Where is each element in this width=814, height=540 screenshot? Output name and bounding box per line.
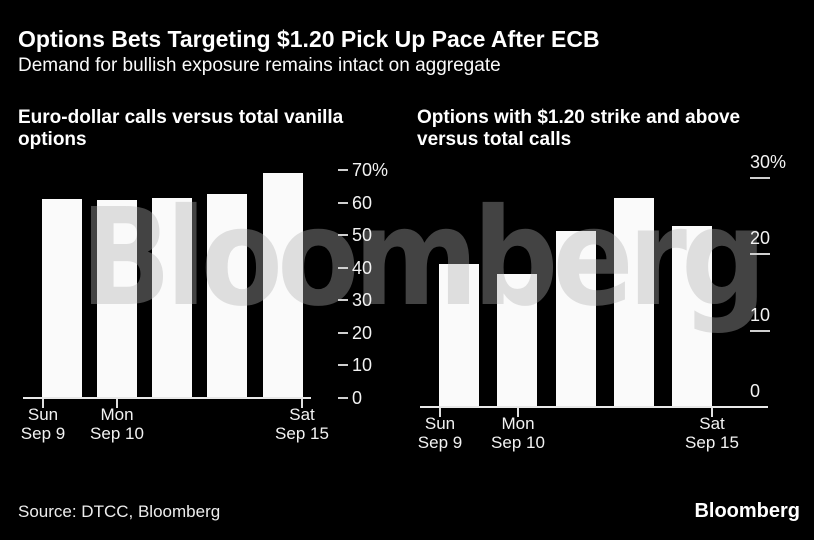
bar	[671, 226, 712, 407]
left-chart-title: Euro-dollar calls versus total vanilla o…	[18, 107, 344, 150]
x-tick-day: Mon	[100, 405, 134, 424]
x-tick-day: Sat	[289, 405, 315, 424]
y-tick-dash	[338, 299, 348, 301]
x-tick-date: Sep 10	[90, 424, 144, 443]
x-tick-label: Sat Sep 15	[254, 405, 350, 443]
y-tick-dash	[338, 201, 348, 204]
x-tick	[439, 408, 441, 417]
y-tick-label: 40	[352, 257, 373, 278]
page-title: Options Bets Targeting $1.20 Pick Up Pac…	[18, 26, 600, 52]
y-tick-label: 20	[352, 322, 373, 343]
y-tick-label: 60	[352, 192, 373, 213]
x-tick	[517, 408, 519, 417]
x-tick	[42, 398, 44, 408]
bar	[555, 231, 596, 407]
y-tick-dash	[338, 331, 348, 334]
bloomberg-watermark: Bloomberg	[80, 180, 767, 337]
right-chart-title: Options with $1.20 strike and above vers…	[417, 107, 741, 150]
x-tick	[301, 398, 303, 408]
bar	[152, 197, 193, 398]
y-tick-dash	[338, 234, 348, 236]
x-tick	[116, 398, 118, 408]
x-tick-label: Sat Sep 15	[664, 414, 760, 452]
x-tick	[711, 408, 713, 417]
x-tick-day: Sun	[27, 405, 59, 424]
x-tick-date: Sep 9	[417, 433, 463, 452]
bar	[613, 197, 654, 407]
y-tick-dash	[338, 266, 348, 269]
bar	[262, 173, 303, 398]
x-tick-label: Mon Sep 10	[470, 414, 566, 452]
x-tick-day: Mon	[501, 414, 535, 433]
y-tick-dash	[750, 253, 770, 256]
y-tick-label: 50	[352, 225, 373, 245]
bar	[41, 199, 82, 398]
x-tick-label: Mon Sep 10	[69, 405, 165, 443]
page-subtitle: Demand for bullish exposure remains inta…	[18, 55, 501, 76]
x-tick-label: Sun Sep 9	[392, 414, 488, 452]
x-tick-date: Sep 15	[685, 433, 739, 452]
y-tick-dash	[338, 396, 348, 399]
bar	[439, 264, 480, 407]
bar	[96, 199, 137, 398]
x-tick-day: Sun	[424, 414, 456, 433]
y-tick-label: 0	[352, 387, 363, 408]
x-axis-line	[420, 406, 768, 408]
x-tick-label: Sun Sep 9	[0, 405, 91, 443]
y-tick-dash	[750, 177, 770, 179]
y-tick-label: 0	[750, 381, 761, 401]
y-tick-label: 30	[352, 290, 373, 310]
bar	[497, 274, 538, 407]
x-tick-date: Sep 10	[491, 433, 545, 452]
bloomberg-logo: Bloomberg	[694, 500, 800, 522]
y-tick-dash	[338, 169, 348, 171]
y-tick-label: 30%	[750, 152, 787, 172]
x-tick-date: Sep 9	[20, 424, 66, 443]
y-tick-dash	[338, 364, 348, 366]
x-tick-date: Sep 15	[275, 424, 329, 443]
y-tick-label: 70%	[352, 160, 389, 180]
y-tick-label: 10	[750, 304, 771, 325]
y-tick-label: 20	[750, 228, 771, 249]
source-text: Source: DTCC, Bloomberg	[18, 502, 221, 521]
y-tick-label: 10	[352, 355, 373, 375]
x-tick-day: Sat	[699, 414, 725, 433]
x-axis-line	[23, 396, 311, 399]
y-tick-dash	[750, 329, 770, 332]
bar	[207, 194, 248, 398]
